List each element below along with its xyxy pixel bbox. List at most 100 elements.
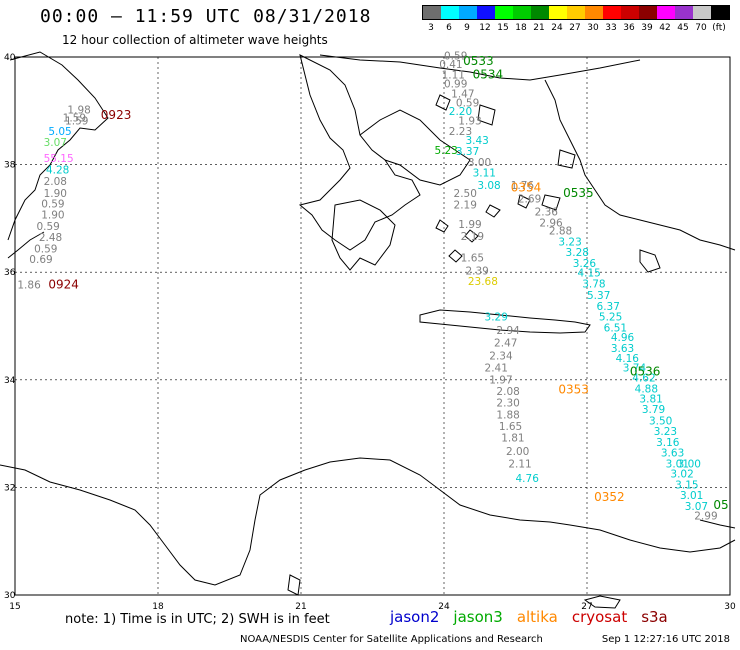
map-frame [14, 56, 731, 596]
swh-value: 3.00 [678, 458, 701, 470]
scale-swatch [513, 6, 531, 19]
mission-legend-jason3: jason3 [453, 608, 503, 626]
swh-value: 1.47 [451, 88, 474, 100]
swh-value: 1.90 [41, 209, 64, 221]
scale-swatch [639, 6, 657, 19]
footer-timestamp: Sep 1 12:27:16 UTC 2018 [601, 634, 730, 645]
pass-time-label: 0536 [630, 364, 661, 378]
mission-legend-s3a: s3a [641, 608, 668, 626]
map-subtitle: 12 hour collection of altimeter wave hei… [62, 33, 328, 47]
swh-value: 3.81 [639, 393, 662, 405]
swh-value: 2.94 [496, 325, 520, 337]
swh-value: 0.41 [439, 59, 462, 71]
swh-value: 2.20 [449, 106, 472, 118]
lon-tick-label: 18 [152, 602, 164, 612]
scale-label: 42 [659, 23, 671, 33]
lon-tick-label: 24 [438, 602, 450, 612]
pass-time-label: 0535 [563, 186, 594, 200]
scale-label: 9 [464, 23, 470, 33]
swh-value: 4.96 [611, 332, 635, 344]
map-title: 00:00 – 11:59 UTC 08/31/2018 [40, 6, 372, 27]
scale-swatch [477, 6, 495, 19]
swh-value: 1.59 [63, 113, 86, 125]
swh-value: 2.47 [494, 337, 517, 349]
scale-label: 27 [569, 23, 581, 33]
swh-value: 3.79 [642, 404, 665, 416]
swh-value: 2.36 [535, 207, 559, 219]
scale-swatch [567, 6, 585, 19]
lon-tick-label: 21 [295, 602, 306, 612]
scale-label: 12 [479, 23, 491, 33]
swh-value: 1.88 [496, 410, 519, 422]
scale-label: 70 [695, 23, 707, 33]
color-scale-swatches [422, 5, 730, 20]
lat-tick-label: 36 [4, 268, 16, 278]
swh-value: 3.78 [582, 278, 605, 290]
swh-value: 0.59 [444, 51, 467, 63]
mission-legend: jason2 jason3 altika cryosat s3a [390, 608, 668, 626]
swh-value: 3.63 [611, 343, 634, 355]
swh-value: 3.11 [473, 167, 496, 179]
swh-value: 6.51 [604, 322, 627, 334]
swh-value: 1.93 [458, 115, 481, 127]
swh-value: 5.25 [599, 312, 622, 324]
swh-value: 0.69 [29, 254, 52, 266]
lat-tick-label: 38 [4, 161, 16, 171]
scale-swatch [459, 6, 477, 19]
scale-swatch [711, 6, 729, 19]
swh-value: 1.98 [67, 104, 90, 116]
swh-value: 3.37 [456, 146, 479, 158]
scale-swatch [675, 6, 693, 19]
swh-value: 1.11 [442, 70, 465, 82]
swh-value: 1.65 [461, 252, 484, 264]
scale-label: 39 [641, 23, 653, 33]
swh-value: 3.08 [477, 180, 500, 192]
scale-label: 3 [428, 23, 434, 33]
swh-value: 6.37 [597, 301, 620, 313]
pass-time-label: 0353 [558, 382, 589, 396]
swh-value: 0.59 [36, 221, 59, 233]
swh-value: 3.23 [558, 236, 581, 248]
swh-value: 2.34 [489, 350, 513, 362]
scale-label: 24 [551, 23, 563, 33]
swh-value: 3.43 [465, 135, 488, 147]
pass-time-label: 0534 [473, 68, 504, 82]
swh-value: 3.16 [656, 437, 680, 449]
lon-tick-label: 30 [724, 602, 736, 612]
pass-time-label: 0924 [48, 277, 79, 291]
swh-value: 3.63 [661, 448, 684, 460]
scale-swatch [603, 6, 621, 19]
swh-value: 2.88 [549, 226, 572, 238]
footer: NOAA/NESDIS Center for Satellite Applica… [240, 634, 730, 645]
swh-value: 4.88 [635, 384, 658, 396]
swh-value: 2.99 [694, 511, 717, 523]
swh-value: 2.19 [461, 231, 484, 243]
swh-value: 3.28 [566, 247, 589, 259]
swh-value: 4.62 [632, 372, 655, 384]
swh-value: 1.59 [65, 115, 88, 127]
swh-value: 1.81 [501, 433, 524, 445]
swh-value: 2.69 [518, 193, 541, 205]
coastlines [0, 51, 736, 609]
swh-value: 3.29 [485, 312, 508, 324]
swh-value: 4.16 [616, 353, 640, 365]
swh-value: 2.39 [465, 265, 488, 277]
swh-value: 1.97 [489, 375, 512, 387]
swh-value: 0.99 [444, 79, 467, 91]
scale-label: 6 [446, 23, 452, 33]
swh-value: 3.23 [654, 426, 677, 438]
latitude-tick-labels: 40 38 36 34 32 30 [4, 53, 16, 601]
swh-value: 3.07 [44, 137, 67, 149]
scale-label: 45 [677, 23, 689, 33]
pass-time-label: 0533 [463, 54, 494, 68]
swh-value: 2.19 [454, 200, 477, 212]
scale-swatch [549, 6, 567, 19]
swh-value: 2.08 [44, 176, 67, 188]
swh-value: 3.00 [468, 157, 491, 169]
lat-tick-label: 32 [4, 483, 15, 493]
swh-value: 3.50 [649, 415, 672, 427]
swh-value: 5.37 [587, 290, 610, 302]
swh-value: 2.11 [508, 458, 531, 470]
swh-value: 1.76 [511, 180, 535, 192]
